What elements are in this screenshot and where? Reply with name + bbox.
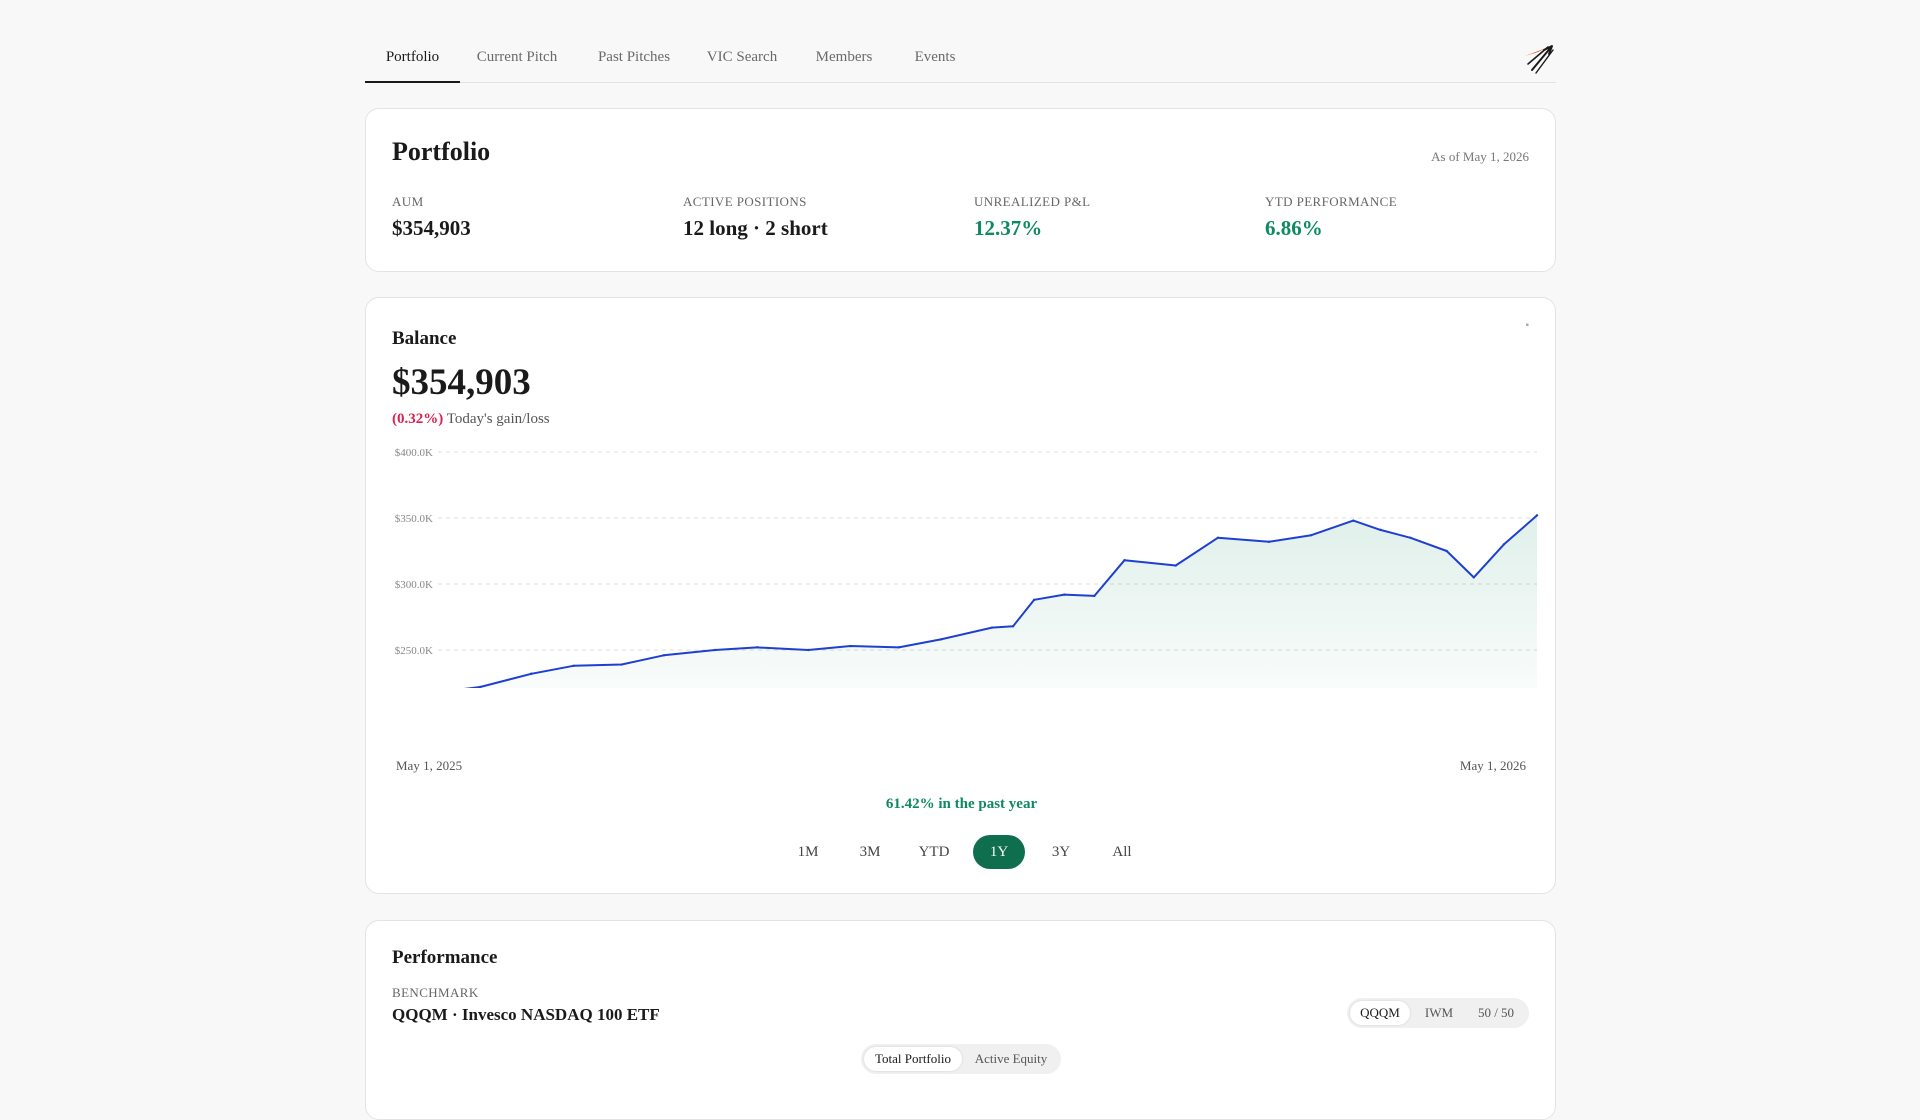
benchmark-label: BENCHMARK — [392, 985, 479, 1000]
stat-label: UNREALIZED P&L — [974, 194, 1091, 209]
view-total-portfolio-button[interactable]: Total Portfolio — [864, 1047, 962, 1071]
balance-point — [1472, 576, 1475, 579]
stat-value: 12 long · 2 short — [683, 216, 828, 240]
view-selector: Total Portfolio Active Equity — [861, 1044, 1061, 1074]
balance-point — [478, 685, 482, 688]
page-title: Portfolio — [392, 137, 491, 166]
portfolio-summary-card: Portfolio As of May 1, 2026 AUM $354,903… — [365, 108, 1556, 272]
top-nav: Portfolio Current Pitch Past Pitches VIC… — [365, 36, 1556, 83]
balance-point — [1502, 543, 1506, 546]
balance-point — [990, 626, 994, 629]
stat-value: 12.37% — [974, 216, 1043, 240]
daily-change-label: Today's gain/loss — [446, 411, 550, 427]
benchmark-iwm-button[interactable]: IWM — [1424, 1005, 1454, 1020]
benchmark-5050-button[interactable]: 50 / 50 — [1477, 1005, 1515, 1020]
balance-point — [1535, 514, 1539, 517]
range-selector: 1M 3M YTD 1Y 3Y All — [366, 835, 1557, 869]
stat-label: AUM — [392, 194, 424, 209]
balance-point — [1309, 533, 1313, 537]
range-1y-button[interactable]: 1Y — [973, 835, 1025, 869]
benchmark-value: QQQM · Invesco NASDAQ 100 ETF — [392, 1005, 660, 1024]
balance-point — [1123, 559, 1126, 562]
daily-change-percent: (0.32%) — [392, 411, 444, 427]
app-shell: Portfolio Current Pitch Past Pitches VIC… — [365, 0, 1556, 1120]
range-3y-button[interactable]: 3Y — [1051, 844, 1071, 860]
balance-point — [620, 663, 623, 666]
tab-members[interactable]: Members — [815, 49, 873, 65]
tab-vic-search[interactable]: VIC Search — [706, 49, 778, 65]
stat-value: $354,903 — [392, 216, 471, 240]
stat-active-positions: ACTIVE POSITIONS 12 long · 2 short — [683, 194, 828, 241]
y-tick-label: $350.0K — [395, 513, 433, 525]
balance-point — [1267, 540, 1271, 543]
balance-point — [1032, 598, 1036, 602]
tab-portfolio[interactable]: Portfolio — [365, 36, 460, 83]
balance-point — [1063, 593, 1066, 596]
benchmark-qqqm-button[interactable]: QQQM — [1350, 1001, 1410, 1025]
y-tick-label: $400.0K — [395, 447, 433, 459]
balance-point — [807, 648, 810, 652]
balance-point — [1011, 625, 1015, 628]
tab-events[interactable]: Events — [914, 49, 956, 65]
balance-point — [1093, 594, 1096, 598]
balance-point — [897, 646, 900, 649]
view-active-equity-button[interactable]: Active Equity — [974, 1051, 1048, 1066]
balance-card: Balance ▪ $354,903 (0.32%) Today's gain/… — [365, 297, 1556, 894]
balance-point — [755, 646, 759, 649]
balance-point — [530, 672, 533, 675]
x-axis-start-label: May 1, 2025 — [396, 758, 463, 773]
balance-point — [1379, 528, 1382, 532]
daily-change: (0.32%) Today's gain/loss — [392, 411, 550, 428]
range-all-button[interactable]: All — [1112, 844, 1132, 860]
y-tick-label: $250.0K — [395, 645, 433, 657]
tab-current-pitch[interactable]: Current Pitch — [476, 49, 558, 65]
range-3m-button[interactable]: 3M — [859, 844, 881, 860]
balance-value: $354,903 — [392, 362, 531, 403]
y-tick-label: $300.0K — [395, 579, 433, 591]
options-dot-icon[interactable]: ▪ — [1525, 320, 1529, 331]
benchmark-selector: QQQM IWM 50 / 50 — [1347, 998, 1529, 1028]
balance-point — [1409, 536, 1412, 539]
stat-aum: AUM $354,903 — [392, 194, 471, 241]
range-ytd-button[interactable]: YTD — [918, 844, 950, 860]
range-1m-button[interactable]: 1M — [797, 844, 819, 860]
balance-area — [472, 515, 1537, 688]
balance-point — [1352, 519, 1355, 522]
performance-title: Performance — [392, 947, 498, 968]
balance-point — [1174, 564, 1177, 567]
stat-unrealized-pnl: UNREALIZED P&L 12.37% — [974, 194, 1090, 241]
balance-point — [849, 644, 852, 648]
balance-chart[interactable]: $200.0K$250.0K$300.0K$350.0K$400.0K — [366, 438, 1557, 688]
as-of-date: As of May 1, 2026 — [1431, 149, 1529, 164]
tab-past-pitches[interactable]: Past Pitches — [597, 49, 671, 65]
balance-point — [662, 654, 666, 657]
stat-value: 6.86% — [1265, 216, 1323, 240]
arrows-logo-icon[interactable] — [1522, 42, 1556, 76]
balance-point — [713, 648, 717, 652]
balance-point — [572, 664, 575, 668]
balance-point — [1216, 536, 1220, 539]
balance-point — [939, 638, 943, 641]
performance-card: Performance BENCHMARK QQQM · Invesco NAS… — [365, 920, 1556, 1120]
stat-label: YTD PERFORMANCE — [1265, 194, 1398, 209]
balance-title: Balance — [392, 328, 457, 349]
stat-label: ACTIVE POSITIONS — [683, 194, 807, 209]
balance-point — [1445, 549, 1448, 553]
period-return: 61.42% in the past year — [885, 796, 1038, 812]
x-axis-end-label: May 1, 2026 — [1459, 758, 1526, 773]
stat-ytd-performance: YTD PERFORMANCE 6.86% — [1265, 194, 1397, 241]
